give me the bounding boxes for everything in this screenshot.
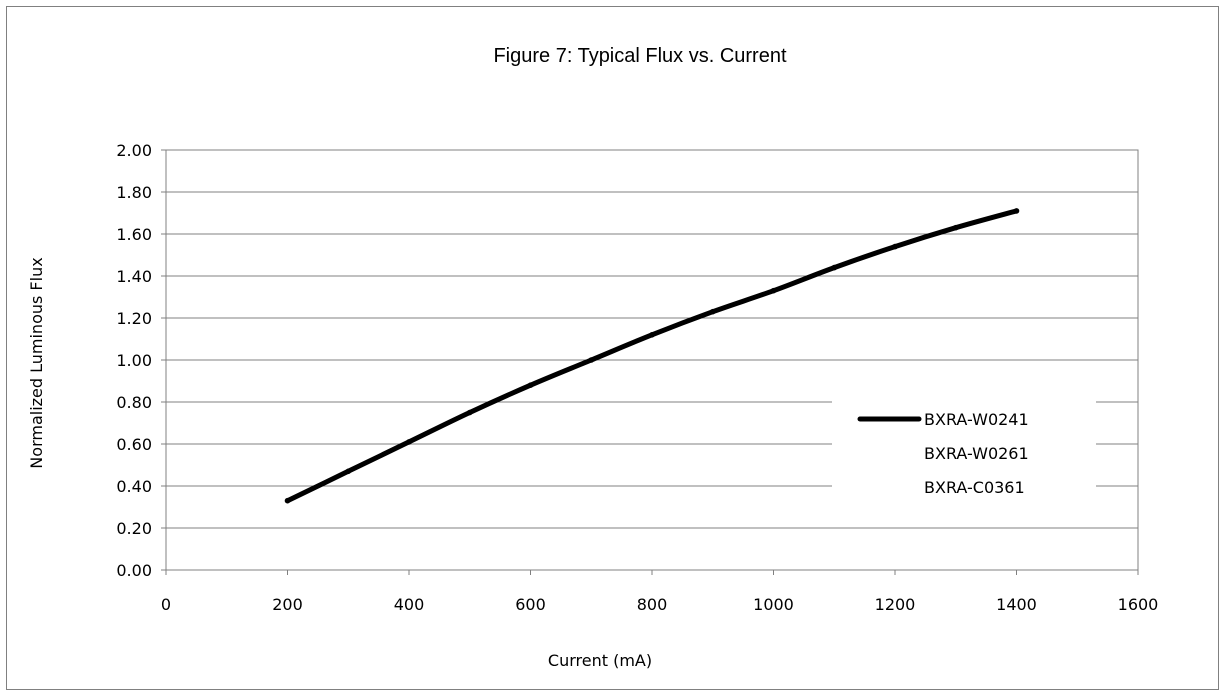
legend: BXRA-W0241 BXRA-W0261 BXRA-C0361 (832, 397, 1096, 507)
data-point (649, 332, 655, 338)
legend-entry: BXRA-W0261 (924, 444, 1029, 463)
y-tick-label: 0.80 (116, 393, 152, 412)
y-tick-label: 2.00 (116, 141, 152, 160)
y-tick-label: 0.40 (116, 477, 152, 496)
data-point (831, 265, 837, 271)
x-tick-label: 1600 (1118, 595, 1159, 614)
x-tick-label: 800 (637, 595, 668, 614)
x-tick-label: 400 (394, 595, 425, 614)
y-tick-label: 1.00 (116, 351, 152, 370)
x-tick-label: 1200 (875, 595, 916, 614)
y-tick-label: 0.60 (116, 435, 152, 454)
x-tick-label: 0 (161, 595, 171, 614)
data-point (710, 309, 716, 315)
y-tick-label: 1.40 (116, 267, 152, 286)
data-point (528, 382, 534, 388)
data-point (953, 225, 959, 231)
x-axis-title: Current (mA) (548, 651, 652, 670)
data-point (771, 288, 777, 294)
data-point (285, 498, 291, 504)
x-tick-label: 1000 (753, 595, 794, 614)
data-point (588, 357, 594, 363)
data-point (345, 469, 351, 475)
data-point (467, 410, 473, 416)
y-tick-label: 1.80 (116, 183, 152, 202)
legend-entry: BXRA-C0361 (924, 478, 1025, 497)
data-point (406, 439, 412, 445)
legend-entry: BXRA-W0241 (924, 410, 1029, 429)
y-tick-label: 0.00 (116, 561, 152, 580)
chart-title: Figure 7: Typical Flux vs. Current (493, 45, 787, 67)
y-tick-label: 1.60 (116, 225, 152, 244)
y-tick-label: 1.20 (116, 309, 152, 328)
data-point (1014, 208, 1020, 214)
y-axis-title: Normalized Luminous Flux (27, 257, 46, 468)
x-tick-label: 200 (272, 595, 303, 614)
axes: 0.00 0.20 0.40 0.60 0.80 1.00 1.20 1.40 1.60 1.80… (116, 141, 1158, 614)
y-tick-label: 0.20 (116, 519, 152, 538)
data-point (892, 244, 898, 250)
x-tick-label: 600 (515, 595, 546, 614)
x-tick-label: 1400 (996, 595, 1037, 614)
